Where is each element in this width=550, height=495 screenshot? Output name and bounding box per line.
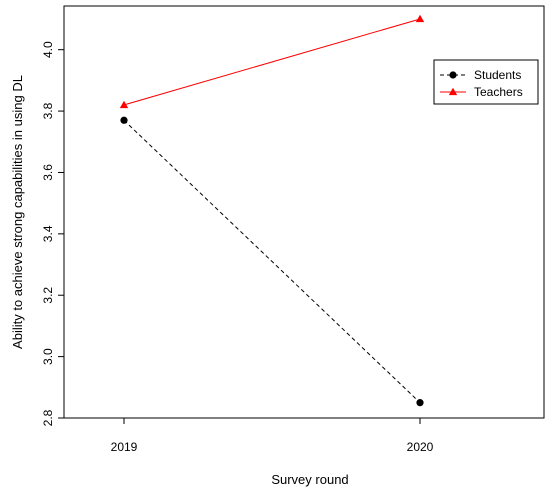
legend-marker-teachers bbox=[448, 87, 458, 96]
point-students-2019 bbox=[120, 116, 128, 124]
y-axis-label: Ability to achieve strong capabilities i… bbox=[10, 75, 25, 349]
y-axis: 2.8 3.0 3.2 3.4 3.6 3.8 4.0 bbox=[41, 41, 64, 426]
legend-marker-students bbox=[449, 71, 457, 79]
series-line-teachers bbox=[123, 18, 421, 106]
x-tick-label-2020: 2020 bbox=[407, 440, 434, 454]
legend-label-teachers: Teachers bbox=[474, 85, 523, 99]
series-line-students bbox=[123, 119, 421, 404]
x-axis-label: Survey round bbox=[271, 472, 348, 487]
x-tick-label-2019: 2019 bbox=[111, 440, 138, 454]
point-students-2020 bbox=[416, 399, 424, 407]
series-layer bbox=[119, 14, 425, 407]
y-tick-label-3.4: 3.4 bbox=[41, 225, 55, 242]
plot-frame bbox=[63, 5, 545, 419]
legend-box bbox=[433, 59, 539, 105]
legend-label-students: Students bbox=[474, 68, 521, 82]
y-tick-label-3.0: 3.0 bbox=[41, 348, 55, 365]
legend: Students Teachers bbox=[433, 59, 539, 105]
y-tick-label-4.0: 4.0 bbox=[41, 41, 55, 58]
y-tick-label-3.6: 3.6 bbox=[41, 164, 55, 181]
point-teachers-2019 bbox=[119, 100, 129, 109]
y-tick-label-2.8: 2.8 bbox=[41, 409, 55, 426]
y-tick-label-3.8: 3.8 bbox=[41, 102, 55, 119]
y-tick-label-3.2: 3.2 bbox=[41, 287, 55, 304]
point-teachers-2020 bbox=[415, 14, 425, 23]
x-axis: 2019 2020 bbox=[111, 418, 434, 454]
